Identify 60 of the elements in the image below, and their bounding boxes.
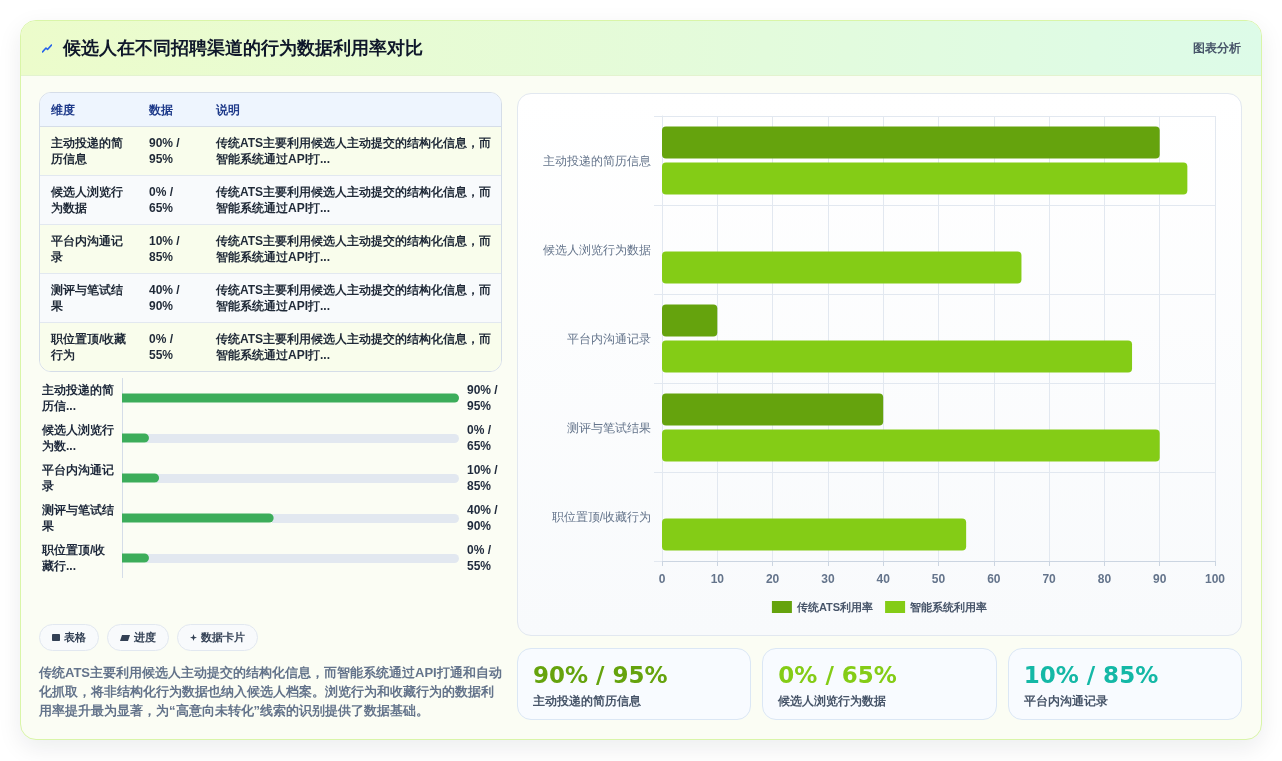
y-tick-label: 职位置顶/收藏行为	[551, 509, 651, 524]
category-label: 维度	[51, 102, 76, 118]
bar	[662, 393, 884, 426]
bar	[662, 304, 718, 337]
text: 90% / 95%	[467, 382, 499, 414]
bar	[122, 553, 149, 563]
bar	[662, 518, 967, 551]
text: 10% / 85%	[467, 462, 499, 494]
category-label: 说明	[216, 102, 241, 118]
x-tick-label: 30	[821, 572, 835, 586]
y-tick-label: 主动投递的简历信...	[41, 383, 114, 413]
bar	[662, 162, 1188, 195]
x-tick-label: 90	[1153, 572, 1167, 586]
chip: 表格	[39, 624, 99, 651]
x-tick-label: 100	[1204, 572, 1226, 586]
text: 候选人在不同招聘渠道的行为数据利用率对比	[63, 37, 423, 60]
x-tick-label: 0	[658, 572, 666, 586]
bar	[122, 433, 149, 443]
text: 40% / 90%	[467, 502, 499, 534]
y-tick-label: 职位置顶/收藏行...	[41, 543, 107, 573]
stat-card: 0% / 65% 候选人浏览行为数据	[762, 648, 997, 720]
y-tick-label: 候选人浏览行为数据	[543, 242, 651, 257]
y-tick-label: 平台内沟通记录	[41, 463, 114, 493]
text: 图表分析	[1193, 39, 1241, 57]
text: 0% / 55%	[467, 542, 493, 574]
y-tick-label: 测评与笔试结果	[567, 420, 651, 435]
x-tick-label: 50	[931, 572, 946, 586]
stat-card: 90% / 95% 主动投递的简历信息	[517, 648, 752, 720]
legend-label: 智能系统利用率	[909, 601, 988, 613]
bar	[662, 429, 1160, 462]
bar	[662, 340, 1133, 373]
stat-card: 10% / 85% 平台内沟通记录	[1007, 648, 1242, 720]
x-tick-label: 10	[710, 572, 725, 586]
x-tick-label: 70	[1042, 572, 1057, 586]
legend-label: 传统ATS利用率	[795, 601, 874, 613]
bar	[662, 251, 1022, 284]
table-row: 测评与笔试结果 40% / 90% 传统ATS主要利用候选人主动提交的结构化信息，而智能系统通过API打...	[40, 273, 501, 322]
bar	[662, 126, 1160, 159]
chip: 进度	[107, 624, 169, 651]
bar	[122, 473, 160, 483]
table-row: 平台内沟通记录 10% / 85% 传统ATS主要利用候选人主动提交的结构化信息，而智能系统通过API打...	[40, 224, 501, 273]
category-label: 平台内沟通记录	[1023, 693, 1109, 709]
text: 0% / 65%	[467, 422, 493, 454]
x-tick-label: 60	[987, 572, 1001, 586]
category-label: 候选人浏览行为数据	[778, 693, 888, 709]
table-row: 职位置顶/收藏行为 0% / 55% 传统ATS主要利用候选人主动提交的结构化信息，而智能系统通过API打...	[40, 322, 501, 371]
y-tick-label: 主动投递的简历信息	[543, 153, 651, 168]
x-tick-label: 20	[765, 572, 780, 586]
bar	[122, 393, 459, 403]
text: 传统ATS主要利用候选人主动提交的结构化信息，而智能系统通过API打通和自动化抓取，将非结构化行为数据也纳入候选人档案。浏览行为和收藏行为的数据利用率提升最为显著，为“高意向未转化”线索的识别提供了数据基础。	[39, 664, 503, 720]
y-tick-label: 平台内沟通记录	[567, 331, 651, 346]
x-tick-label: 40	[876, 572, 891, 586]
table-row: 候选人浏览行为数据 0% / 65% 传统ATS主要利用候选人主动提交的结构化信息，而智能系统通过API打...	[40, 175, 501, 224]
y-tick-label: 测评与笔试结果	[41, 503, 114, 533]
table-header-row: 维度 数据 说明	[40, 93, 501, 127]
x-tick-label: 80	[1097, 572, 1112, 586]
category-label: 数据	[149, 102, 174, 118]
table-row: 主动投递的简历信息 90% / 95% 传统ATS主要利用候选人主动提交的结构化信息，而智能系统通过API打...	[40, 127, 501, 175]
chip: 数据卡片	[177, 624, 258, 651]
y-tick-label: 候选人浏览行为数...	[41, 423, 114, 453]
